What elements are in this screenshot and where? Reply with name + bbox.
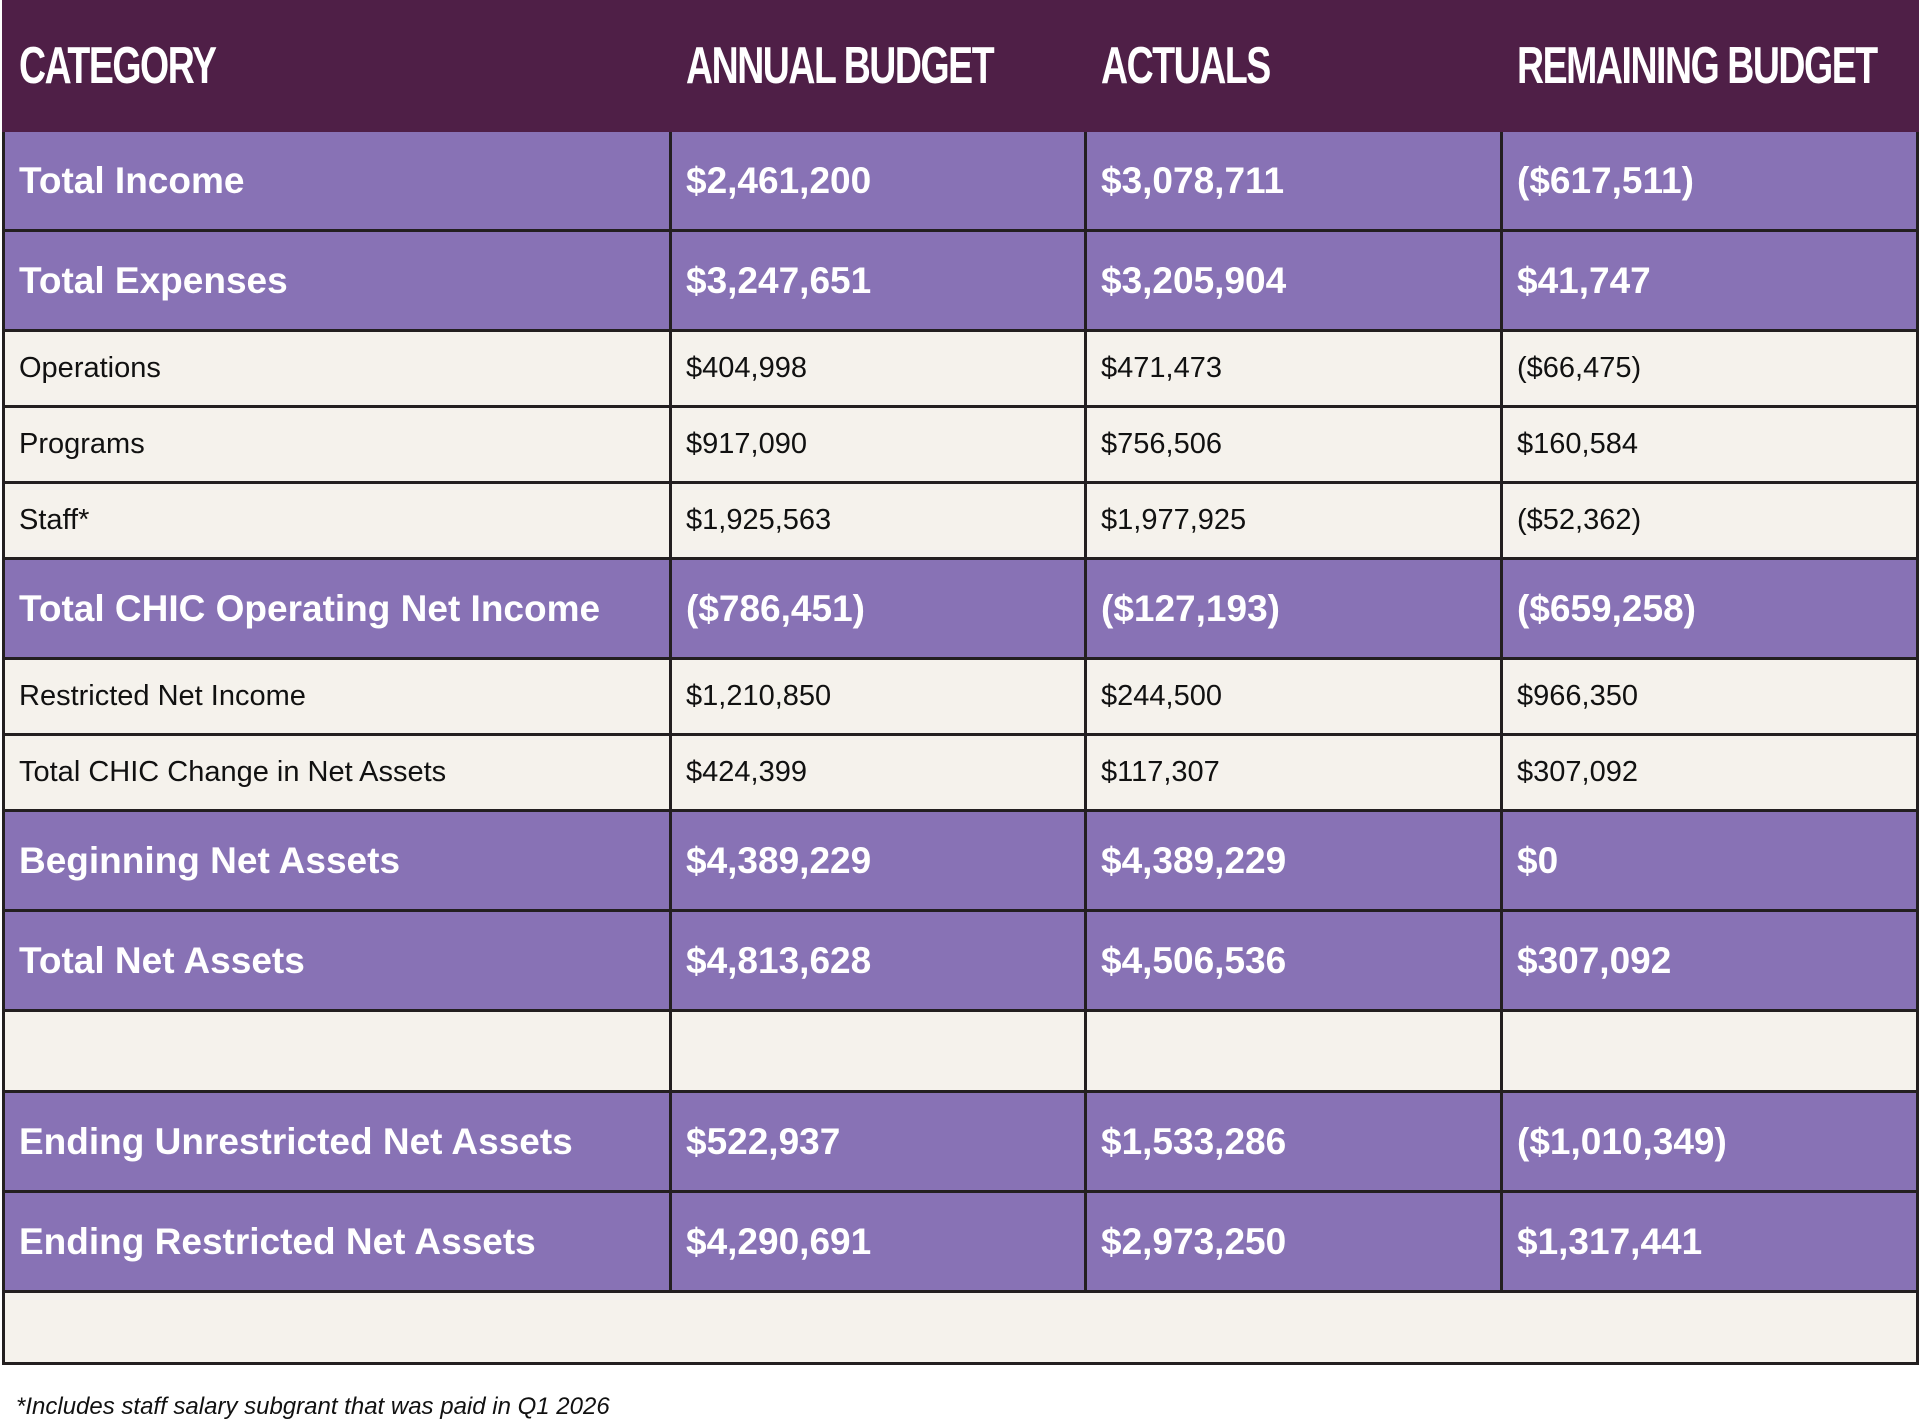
cell: $1,925,563 <box>669 481 1087 560</box>
header-row: CATEGORY ANNUAL BUDGET ACTUALS REMAINING BU… <box>2 0 1919 132</box>
cell: $522,937 <box>669 1090 1087 1193</box>
cell: $160,584 <box>1500 405 1919 484</box>
blank-cell <box>669 1009 1087 1093</box>
blank-row <box>2 1009 1919 1093</box>
cell: ($659,258) <box>1500 557 1919 660</box>
cell: $1,210,850 <box>669 657 1087 736</box>
blank-cell <box>2 1290 1919 1365</box>
cell: $2,461,200 <box>669 129 1087 232</box>
budget-table: CATEGORY ANNUAL BUDGET ACTUALS REMAINING BU… <box>2 0 1919 1365</box>
table-row: Restricted Net Income $1,210,850 $244,500 $… <box>2 657 1919 736</box>
table-row: Programs $917,090 $756,506 $160,584 <box>2 405 1919 484</box>
table-row: Beginning Net Assets $4,389,229 $4,389,229… <box>2 809 1919 912</box>
cell: $0 <box>1500 809 1919 912</box>
cell: $756,506 <box>1084 405 1503 484</box>
cell: $244,500 <box>1084 657 1503 736</box>
cell: Total CHIC Operating Net Income <box>2 557 672 660</box>
cell: $41,747 <box>1500 229 1919 332</box>
cell: $4,290,691 <box>669 1190 1087 1293</box>
header-cell: CATEGORY <box>2 0 672 132</box>
header-cell: ANNUAL BUDGET <box>669 0 1087 132</box>
cell: $1,977,925 <box>1084 481 1503 560</box>
blank-row <box>2 1290 1919 1365</box>
cell: ($1,010,349) <box>1500 1090 1919 1193</box>
cell: Total Expenses <box>2 229 672 332</box>
cell: Total Income <box>2 129 672 232</box>
header-cell: ACTUALS <box>1084 0 1503 132</box>
cell: $4,506,536 <box>1084 909 1503 1012</box>
cell: $1,317,441 <box>1500 1190 1919 1293</box>
header-text: ANNUAL BUDGET <box>686 37 995 95</box>
table-row: Ending Restricted Net Assets $4,290,691 $2… <box>2 1190 1919 1293</box>
cell: ($617,511) <box>1500 129 1919 232</box>
blank-cell <box>1500 1009 1919 1093</box>
cell: $966,350 <box>1500 657 1919 736</box>
cell: Staff* <box>2 481 672 560</box>
header-text: REMAINING BUDGET <box>1517 37 1878 95</box>
cell: $4,389,229 <box>1084 809 1503 912</box>
cell: $3,247,651 <box>669 229 1087 332</box>
cell: $4,389,229 <box>669 809 1087 912</box>
cell: $3,078,711 <box>1084 129 1503 232</box>
cell: Ending Restricted Net Assets <box>2 1190 672 1293</box>
cell: ($786,451) <box>669 557 1087 660</box>
cell: Restricted Net Income <box>2 657 672 736</box>
header-text: CATEGORY <box>19 37 217 95</box>
cell: Programs <box>2 405 672 484</box>
table-row: Ending Unrestricted Net Assets $522,937 $1… <box>2 1090 1919 1193</box>
table-row: Operations $404,998 $471,473 ($66,475) <box>2 329 1919 408</box>
cell: Total Net Assets <box>2 909 672 1012</box>
table-row: Total CHIC Operating Net Income ($786,451… <box>2 557 1919 660</box>
cell: $424,399 <box>669 733 1087 812</box>
cell: ($52,362) <box>1500 481 1919 560</box>
table-row: Staff* $1,925,563 $1,977,925 ($52,362) <box>2 481 1919 560</box>
cell: Beginning Net Assets <box>2 809 672 912</box>
cell: Operations <box>2 329 672 408</box>
blank-cell <box>1084 1009 1503 1093</box>
cell: $404,998 <box>669 329 1087 408</box>
cell: $117,307 <box>1084 733 1503 812</box>
header-text: ACTUALS <box>1101 37 1271 95</box>
blank-cell <box>2 1009 672 1093</box>
cell: $307,092 <box>1500 909 1919 1012</box>
cell: $2,973,250 <box>1084 1190 1503 1293</box>
cell: $917,090 <box>669 405 1087 484</box>
table-row: Total Net Assets $4,813,628 $4,506,536 $307… <box>2 909 1919 1012</box>
cell: $4,813,628 <box>669 909 1087 1012</box>
footnote: *Includes staff salary subgrant that was… <box>16 1393 610 1420</box>
cell: Total CHIC Change in Net Assets <box>2 733 672 812</box>
cell: ($66,475) <box>1500 329 1919 408</box>
cell: ($127,193) <box>1084 557 1503 660</box>
table-row: Total Income $2,461,200 $3,078,711 ($617,51… <box>2 129 1919 232</box>
cell: $3,205,904 <box>1084 229 1503 332</box>
header-cell: REMAINING BUDGET <box>1500 0 1919 132</box>
cell: $471,473 <box>1084 329 1503 408</box>
cell: $1,533,286 <box>1084 1090 1503 1193</box>
cell: $307,092 <box>1500 733 1919 812</box>
table-row: Total Expenses $3,247,651 $3,205,904 $41,74… <box>2 229 1919 332</box>
table-row: Total CHIC Change in Net Assets $424,399 $… <box>2 733 1919 812</box>
table-body: Total Income $2,461,200 $3,078,711 ($617,51… <box>2 129 1919 1365</box>
cell: Ending Unrestricted Net Assets <box>2 1090 672 1193</box>
